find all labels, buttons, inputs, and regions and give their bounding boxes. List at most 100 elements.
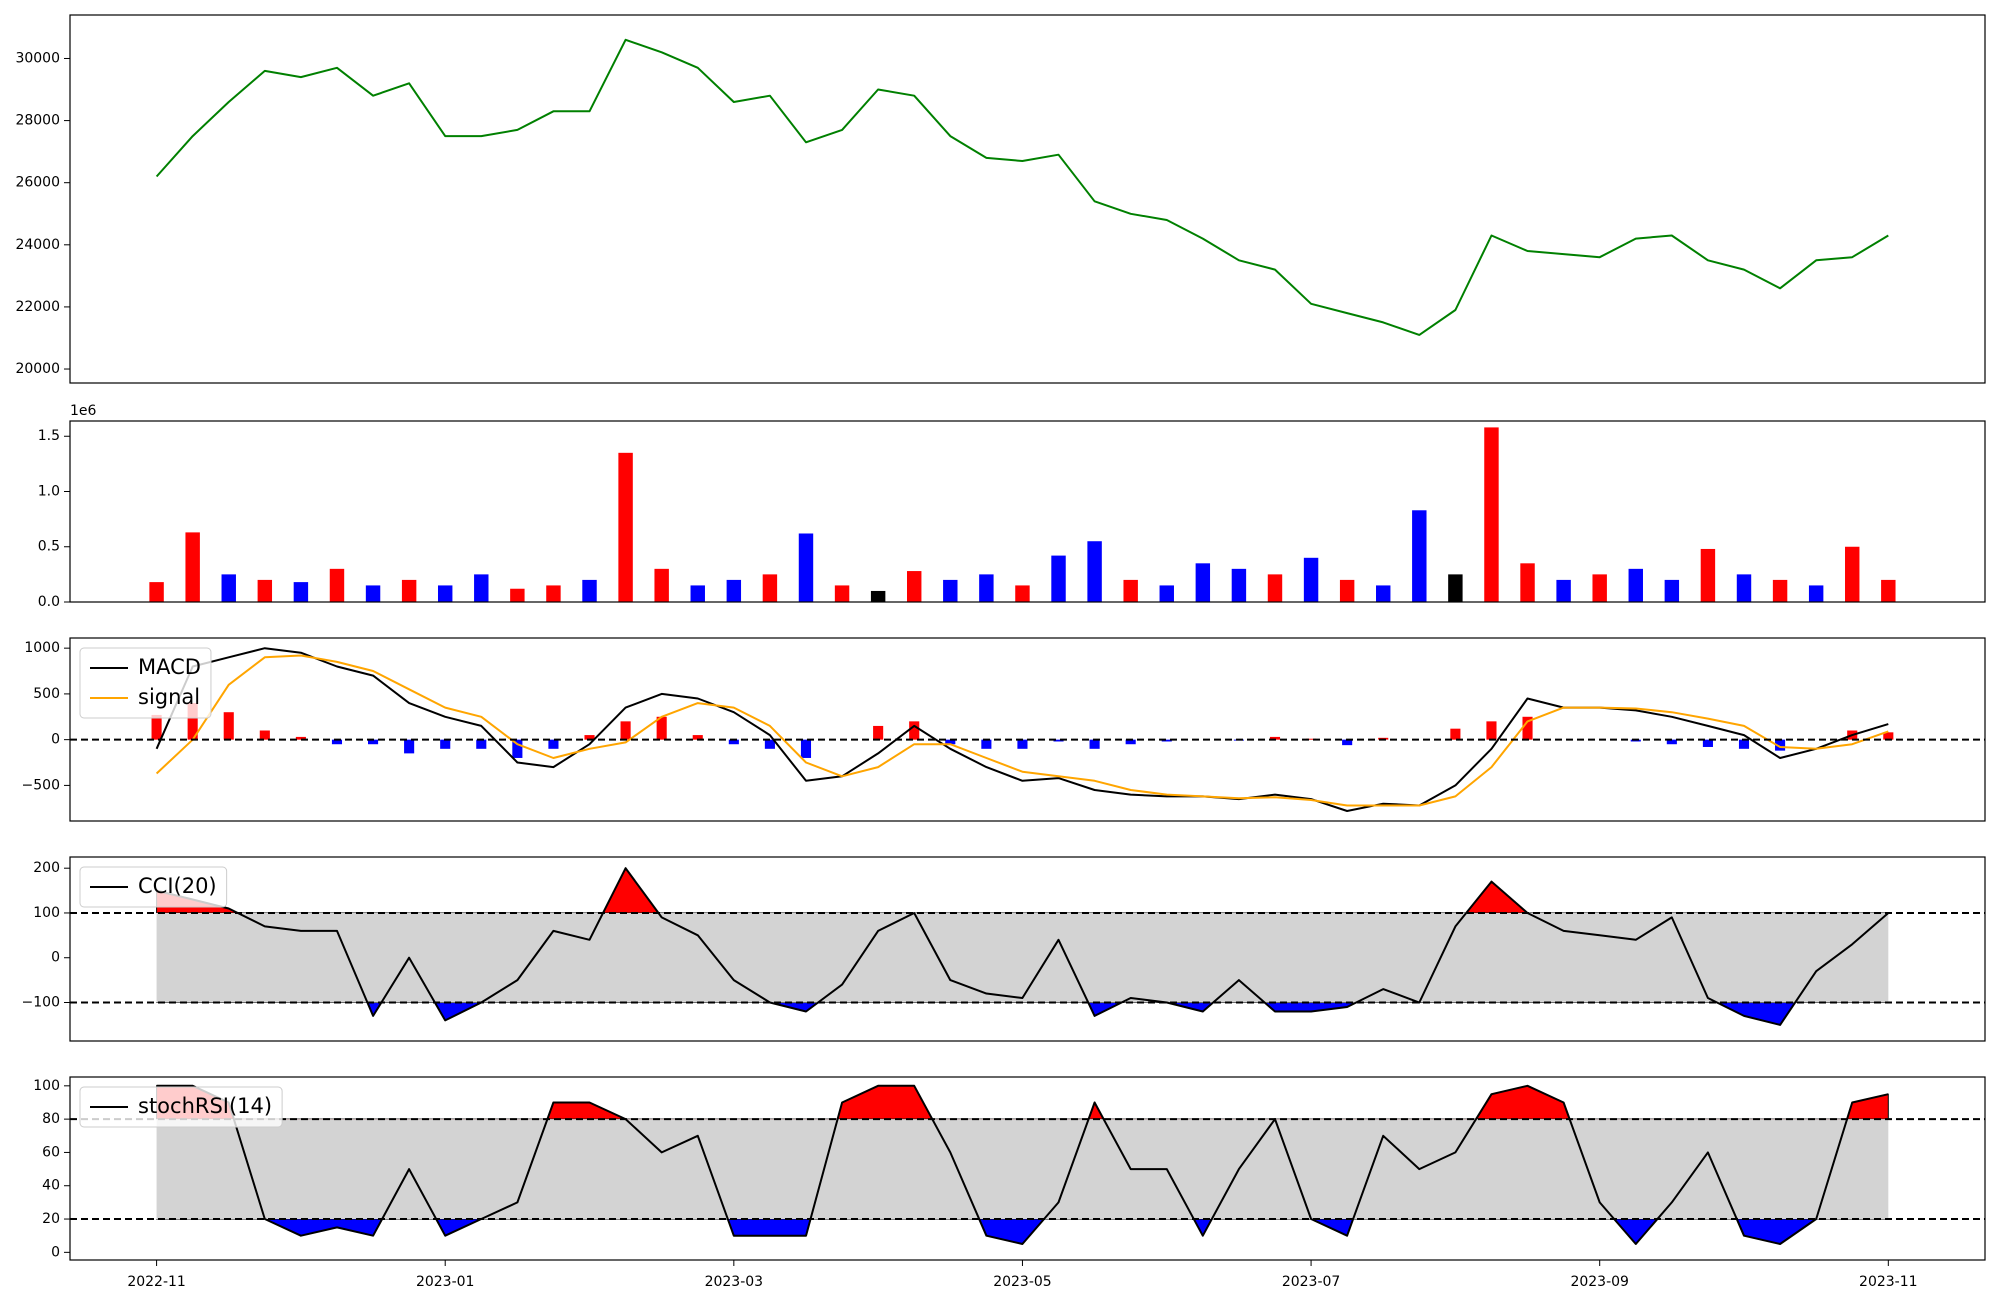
series-line bbox=[155, 647, 1889, 812]
series-line bbox=[155, 654, 1889, 807]
histogram-bar bbox=[151, 714, 162, 740]
histogram-bar bbox=[368, 739, 379, 745]
histogram-bar bbox=[981, 739, 992, 749]
volume-bar bbox=[546, 585, 561, 602]
y-tick-label: 0 bbox=[51, 732, 60, 748]
histogram-bar bbox=[1053, 739, 1064, 742]
plot-frame bbox=[69, 420, 1986, 603]
histogram-bar bbox=[1486, 721, 1497, 740]
series-line bbox=[156, 1084, 1889, 1245]
volume-bar bbox=[1845, 546, 1860, 602]
legend-label: MACD bbox=[138, 655, 201, 679]
volume-bar bbox=[1556, 579, 1571, 602]
volume-bar bbox=[1520, 563, 1535, 602]
legend-box bbox=[79, 1086, 283, 1128]
histogram-bar bbox=[1702, 739, 1713, 747]
volume-bar bbox=[474, 574, 489, 602]
series-line bbox=[155, 38, 1889, 336]
series-line bbox=[156, 867, 1889, 1026]
volume-bar bbox=[1664, 579, 1680, 602]
volume-bar bbox=[1448, 574, 1463, 602]
volume-bar bbox=[798, 533, 814, 602]
legend-label: stochRSI(14) bbox=[138, 1094, 272, 1118]
histogram-bar bbox=[764, 739, 775, 749]
y-tick-label: 500 bbox=[33, 686, 60, 702]
volume-bar bbox=[1339, 579, 1355, 602]
volume-bar bbox=[943, 579, 958, 602]
histogram-bar bbox=[873, 725, 884, 740]
x-tick-label: 2023-11 bbox=[1859, 1274, 1918, 1290]
y-tick-label: 100 bbox=[33, 905, 60, 921]
volume-bar bbox=[979, 574, 994, 602]
histogram-bar bbox=[656, 716, 667, 740]
volume-bar bbox=[437, 585, 453, 602]
volume-bar bbox=[1195, 563, 1211, 602]
volume-bar bbox=[149, 582, 164, 602]
histogram-bar bbox=[800, 739, 812, 758]
y-tick-label: 20000 bbox=[15, 361, 60, 377]
y-tick-label: 200 bbox=[33, 860, 60, 876]
volume-bar bbox=[1123, 579, 1138, 602]
volume-bar bbox=[510, 588, 525, 602]
histogram-bar bbox=[1450, 728, 1461, 740]
x-tick-label: 2023-07 bbox=[1282, 1274, 1341, 1290]
y-tick-label: 20 bbox=[42, 1211, 60, 1227]
y-tick-label: 1.5 bbox=[38, 428, 60, 444]
volume-bar bbox=[1484, 427, 1499, 602]
volume-bar bbox=[1700, 548, 1716, 602]
volume-bar bbox=[1051, 555, 1066, 602]
volume-bar bbox=[1015, 585, 1030, 602]
histogram-bar bbox=[1125, 739, 1136, 745]
histogram-bar bbox=[1161, 739, 1172, 742]
y-tick-label: 0.0 bbox=[38, 594, 60, 610]
histogram-bar bbox=[548, 739, 559, 749]
x-tick-label: 2022-11 bbox=[127, 1274, 186, 1290]
legend-box bbox=[79, 866, 228, 908]
histogram-bar bbox=[1522, 716, 1533, 740]
y-tick-label: 24000 bbox=[15, 237, 60, 253]
histogram-bar bbox=[1775, 739, 1786, 751]
volume-bar bbox=[1736, 574, 1752, 602]
histogram-bar bbox=[1738, 739, 1750, 749]
x-tick-label: 2023-09 bbox=[1570, 1274, 1629, 1290]
y-tick-label: 100 bbox=[33, 1078, 60, 1094]
volume-bar bbox=[690, 585, 705, 602]
histogram-bar bbox=[476, 739, 487, 749]
volume-bar bbox=[907, 571, 922, 602]
volume-bar bbox=[257, 579, 273, 602]
legend-label: signal bbox=[138, 685, 200, 709]
histogram-bar bbox=[909, 721, 920, 740]
histogram-bar bbox=[692, 735, 703, 740]
legend-box bbox=[79, 647, 212, 719]
volume-bar bbox=[221, 574, 236, 602]
histogram-bar bbox=[728, 739, 739, 745]
histogram-bar bbox=[259, 730, 270, 740]
volume-bar bbox=[1159, 585, 1174, 602]
histogram-bar bbox=[945, 739, 956, 745]
x-tick-label: 2023-05 bbox=[993, 1274, 1052, 1290]
volume-bar bbox=[654, 568, 669, 602]
histogram-bar bbox=[620, 721, 631, 740]
volume-bar bbox=[1628, 568, 1643, 602]
y-tick-label: 60 bbox=[42, 1144, 60, 1160]
overbought-fill bbox=[156, 1085, 1889, 1120]
plot-frame bbox=[69, 856, 1986, 1042]
y-tick-label: 22000 bbox=[15, 299, 60, 315]
volume-bar bbox=[1303, 557, 1319, 602]
histogram-bar bbox=[187, 703, 198, 740]
plot-frame bbox=[69, 1076, 1986, 1261]
y-tick-label: 1000 bbox=[24, 640, 60, 656]
legend-label: CCI(20) bbox=[138, 874, 217, 898]
volume-bar bbox=[185, 532, 200, 602]
x-tick-label: 2023-03 bbox=[705, 1274, 764, 1290]
histogram-bar bbox=[440, 739, 451, 749]
y-tick-label: 28000 bbox=[15, 113, 60, 129]
histogram-bar bbox=[1269, 736, 1281, 740]
volume-bar bbox=[1592, 574, 1607, 602]
volume-bar bbox=[1772, 579, 1788, 602]
volume-bar bbox=[329, 568, 345, 602]
y-tick-label: 26000 bbox=[15, 175, 60, 191]
y-tick-label: −100 bbox=[22, 994, 60, 1010]
volume-bar bbox=[1412, 510, 1427, 602]
histogram-bar bbox=[1017, 739, 1028, 749]
